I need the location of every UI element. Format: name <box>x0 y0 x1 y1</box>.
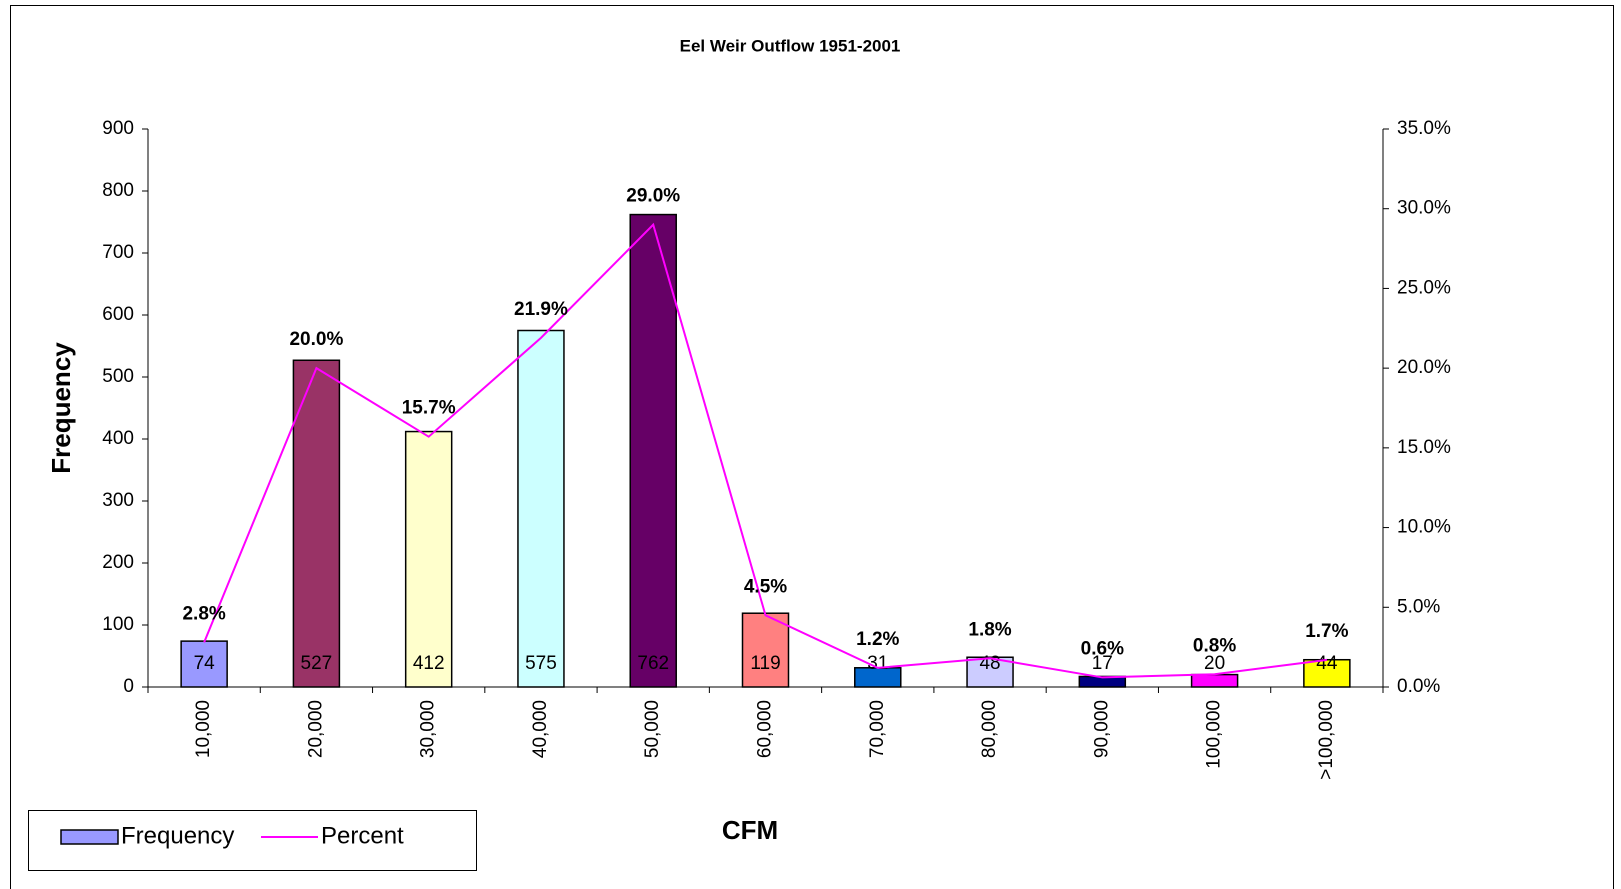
y2-tick-label: 10.0% <box>1397 517 1451 538</box>
legend-swatch <box>60 829 119 845</box>
line-value-label: 1.2% <box>856 629 899 650</box>
y2-tick-label: 5.0% <box>1397 596 1440 617</box>
line-value-label: 20.0% <box>289 329 343 350</box>
chart-title: Eel Weir Outflow 1951-2001 <box>680 36 901 55</box>
bar <box>741 612 790 688</box>
line-value-label: 2.8% <box>182 603 225 624</box>
line <box>203 222 1327 679</box>
x-tick-label: 100,000 <box>1204 700 1225 769</box>
x-tick-label: 10,000 <box>193 700 214 758</box>
bar <box>1190 673 1239 688</box>
line-value-label: 15.7% <box>402 398 456 419</box>
bar-value-label: 20 <box>1204 653 1225 674</box>
bar <box>292 359 341 688</box>
y2-tick-label: 20.0% <box>1397 357 1451 378</box>
x-tick-label: 80,000 <box>979 700 1000 758</box>
line-value-label: 1.8% <box>968 619 1011 640</box>
y-tick-label: 600 <box>102 304 134 325</box>
bar-value-label: 762 <box>637 653 669 674</box>
bar-value-label: 412 <box>413 653 445 674</box>
y-tick-label: 200 <box>102 552 134 573</box>
y-tick-label: 700 <box>102 242 134 263</box>
x-axis-label: CFM <box>722 815 778 845</box>
y-tick-label: 100 <box>102 614 134 635</box>
y-axis-label: Frequency <box>46 342 76 474</box>
x-tick-label: 70,000 <box>867 700 888 758</box>
line-value-label: 21.9% <box>514 299 568 320</box>
bar-value-label: 119 <box>750 653 780 674</box>
x-tick-label: 50,000 <box>642 700 663 758</box>
y-tick-label: 300 <box>102 490 134 511</box>
y-tick-label: 500 <box>102 366 134 387</box>
y2-tick-label: 35.0% <box>1397 118 1451 139</box>
bar <box>404 430 453 688</box>
y2-tick-label: 25.0% <box>1397 277 1451 298</box>
y-tick-label: 900 <box>102 118 134 139</box>
bar <box>517 329 565 688</box>
x-tick-label: 30,000 <box>418 700 439 758</box>
x-tick-label: 60,000 <box>755 700 776 758</box>
line-value-label: 0.8% <box>1193 635 1236 656</box>
x-tick-label: 40,000 <box>530 700 551 758</box>
line-value-label: 4.5% <box>744 576 787 597</box>
legend-label: Percent <box>321 822 404 849</box>
y-tick-label: 0 <box>123 676 134 697</box>
line-value-label: 1.7% <box>1305 621 1348 642</box>
x-tick-label: 90,000 <box>1091 700 1112 758</box>
y-tick-label: 800 <box>102 180 134 201</box>
bar <box>966 656 1014 688</box>
bar-value-label: 31 <box>867 653 888 674</box>
bar <box>629 213 677 688</box>
x-tick-label: >100,000 <box>1316 700 1337 780</box>
bar-value-label: 527 <box>301 653 333 674</box>
bar-value-label: 74 <box>194 653 216 674</box>
bar-value-label: 17 <box>1092 653 1113 674</box>
bar <box>1303 658 1351 688</box>
line-value-label: 29.0% <box>626 186 680 207</box>
bar-value-label: 48 <box>979 653 1000 674</box>
bar-value-label: 575 <box>525 653 557 674</box>
y2-tick-label: 30.0% <box>1397 198 1451 219</box>
y-tick-label: 400 <box>102 428 134 449</box>
legend-label: Frequency <box>121 822 234 849</box>
line-value-label: 0.6% <box>1081 638 1124 659</box>
y2-tick-label: 15.0% <box>1397 437 1451 458</box>
bar-value-label: 44 <box>1316 653 1338 674</box>
chart-border <box>10 5 1614 889</box>
y2-tick-label: 0.0% <box>1397 676 1440 697</box>
legend: Frequency Percent <box>28 810 477 871</box>
bar <box>180 640 228 688</box>
x-tick-label: 20,000 <box>305 700 326 758</box>
